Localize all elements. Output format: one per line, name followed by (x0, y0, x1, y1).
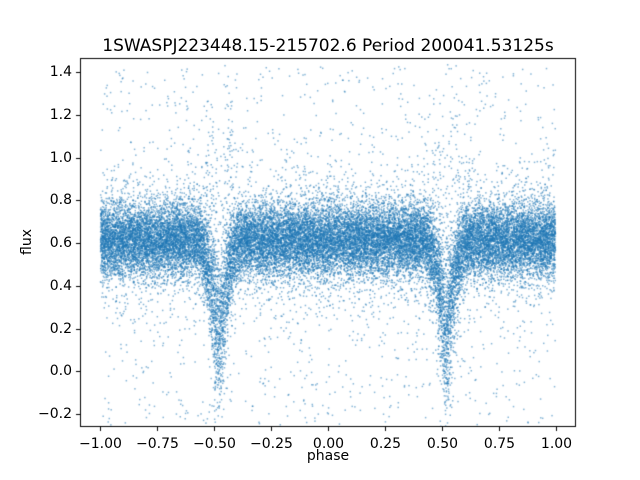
x-tick-label: −0.75 (136, 436, 179, 452)
x-tick-label: 0.50 (426, 436, 459, 452)
x-tick-label: 0.25 (369, 436, 402, 452)
x-tick-label: 1.00 (540, 436, 573, 452)
y-tick-label: 1.2 (49, 106, 72, 123)
x-axis-label: phase (306, 448, 350, 464)
x-tick-label: −0.50 (193, 436, 236, 452)
y-tick-label: 1.0 (49, 149, 72, 166)
x-tick-label: −0.25 (250, 436, 293, 452)
y-tick-label: 0.0 (49, 362, 72, 379)
chart-title: 1SWASPJ223448.15-215702.6 Period 200041.… (102, 36, 554, 56)
y-tick-label: −0.2 (38, 405, 72, 422)
x-tick-label: 0.75 (483, 436, 516, 452)
y-tick-label: 0.2 (49, 320, 72, 337)
y-tick-label: 0.8 (49, 191, 72, 208)
y-tick-label: 0.4 (49, 277, 72, 294)
x-tick-label: 0.00 (312, 436, 345, 452)
y-tick-label: 1.4 (49, 63, 72, 80)
y-tick-label: 0.6 (49, 234, 72, 251)
x-tick-label: −1.00 (79, 436, 122, 452)
